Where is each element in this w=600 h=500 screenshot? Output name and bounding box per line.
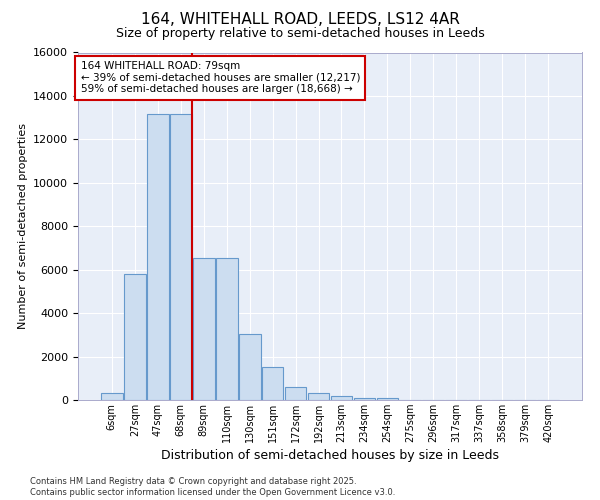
Bar <box>101 394 123 400</box>
Bar <box>331 396 352 400</box>
X-axis label: Distribution of semi-detached houses by size in Leeds: Distribution of semi-detached houses by … <box>161 449 499 462</box>
Bar <box>308 394 329 400</box>
Bar <box>124 274 146 400</box>
Bar <box>216 258 238 400</box>
Text: Contains HM Land Registry data © Crown copyright and database right 2025.: Contains HM Land Registry data © Crown c… <box>30 477 356 486</box>
Y-axis label: Number of semi-detached properties: Number of semi-detached properties <box>17 123 28 329</box>
Bar <box>377 398 398 400</box>
Bar <box>353 398 376 400</box>
Text: 164, WHITEHALL ROAD, LEEDS, LS12 4AR: 164, WHITEHALL ROAD, LEEDS, LS12 4AR <box>140 12 460 28</box>
Bar <box>193 258 215 400</box>
Bar <box>147 114 169 400</box>
Bar <box>262 368 283 400</box>
Bar <box>170 114 191 400</box>
Text: Contains public sector information licensed under the Open Government Licence v3: Contains public sector information licen… <box>30 488 395 497</box>
Bar <box>284 387 307 400</box>
Text: Size of property relative to semi-detached houses in Leeds: Size of property relative to semi-detach… <box>116 28 484 40</box>
Bar <box>239 334 260 400</box>
Text: 164 WHITEHALL ROAD: 79sqm
← 39% of semi-detached houses are smaller (12,217)
59%: 164 WHITEHALL ROAD: 79sqm ← 39% of semi-… <box>80 61 360 94</box>
